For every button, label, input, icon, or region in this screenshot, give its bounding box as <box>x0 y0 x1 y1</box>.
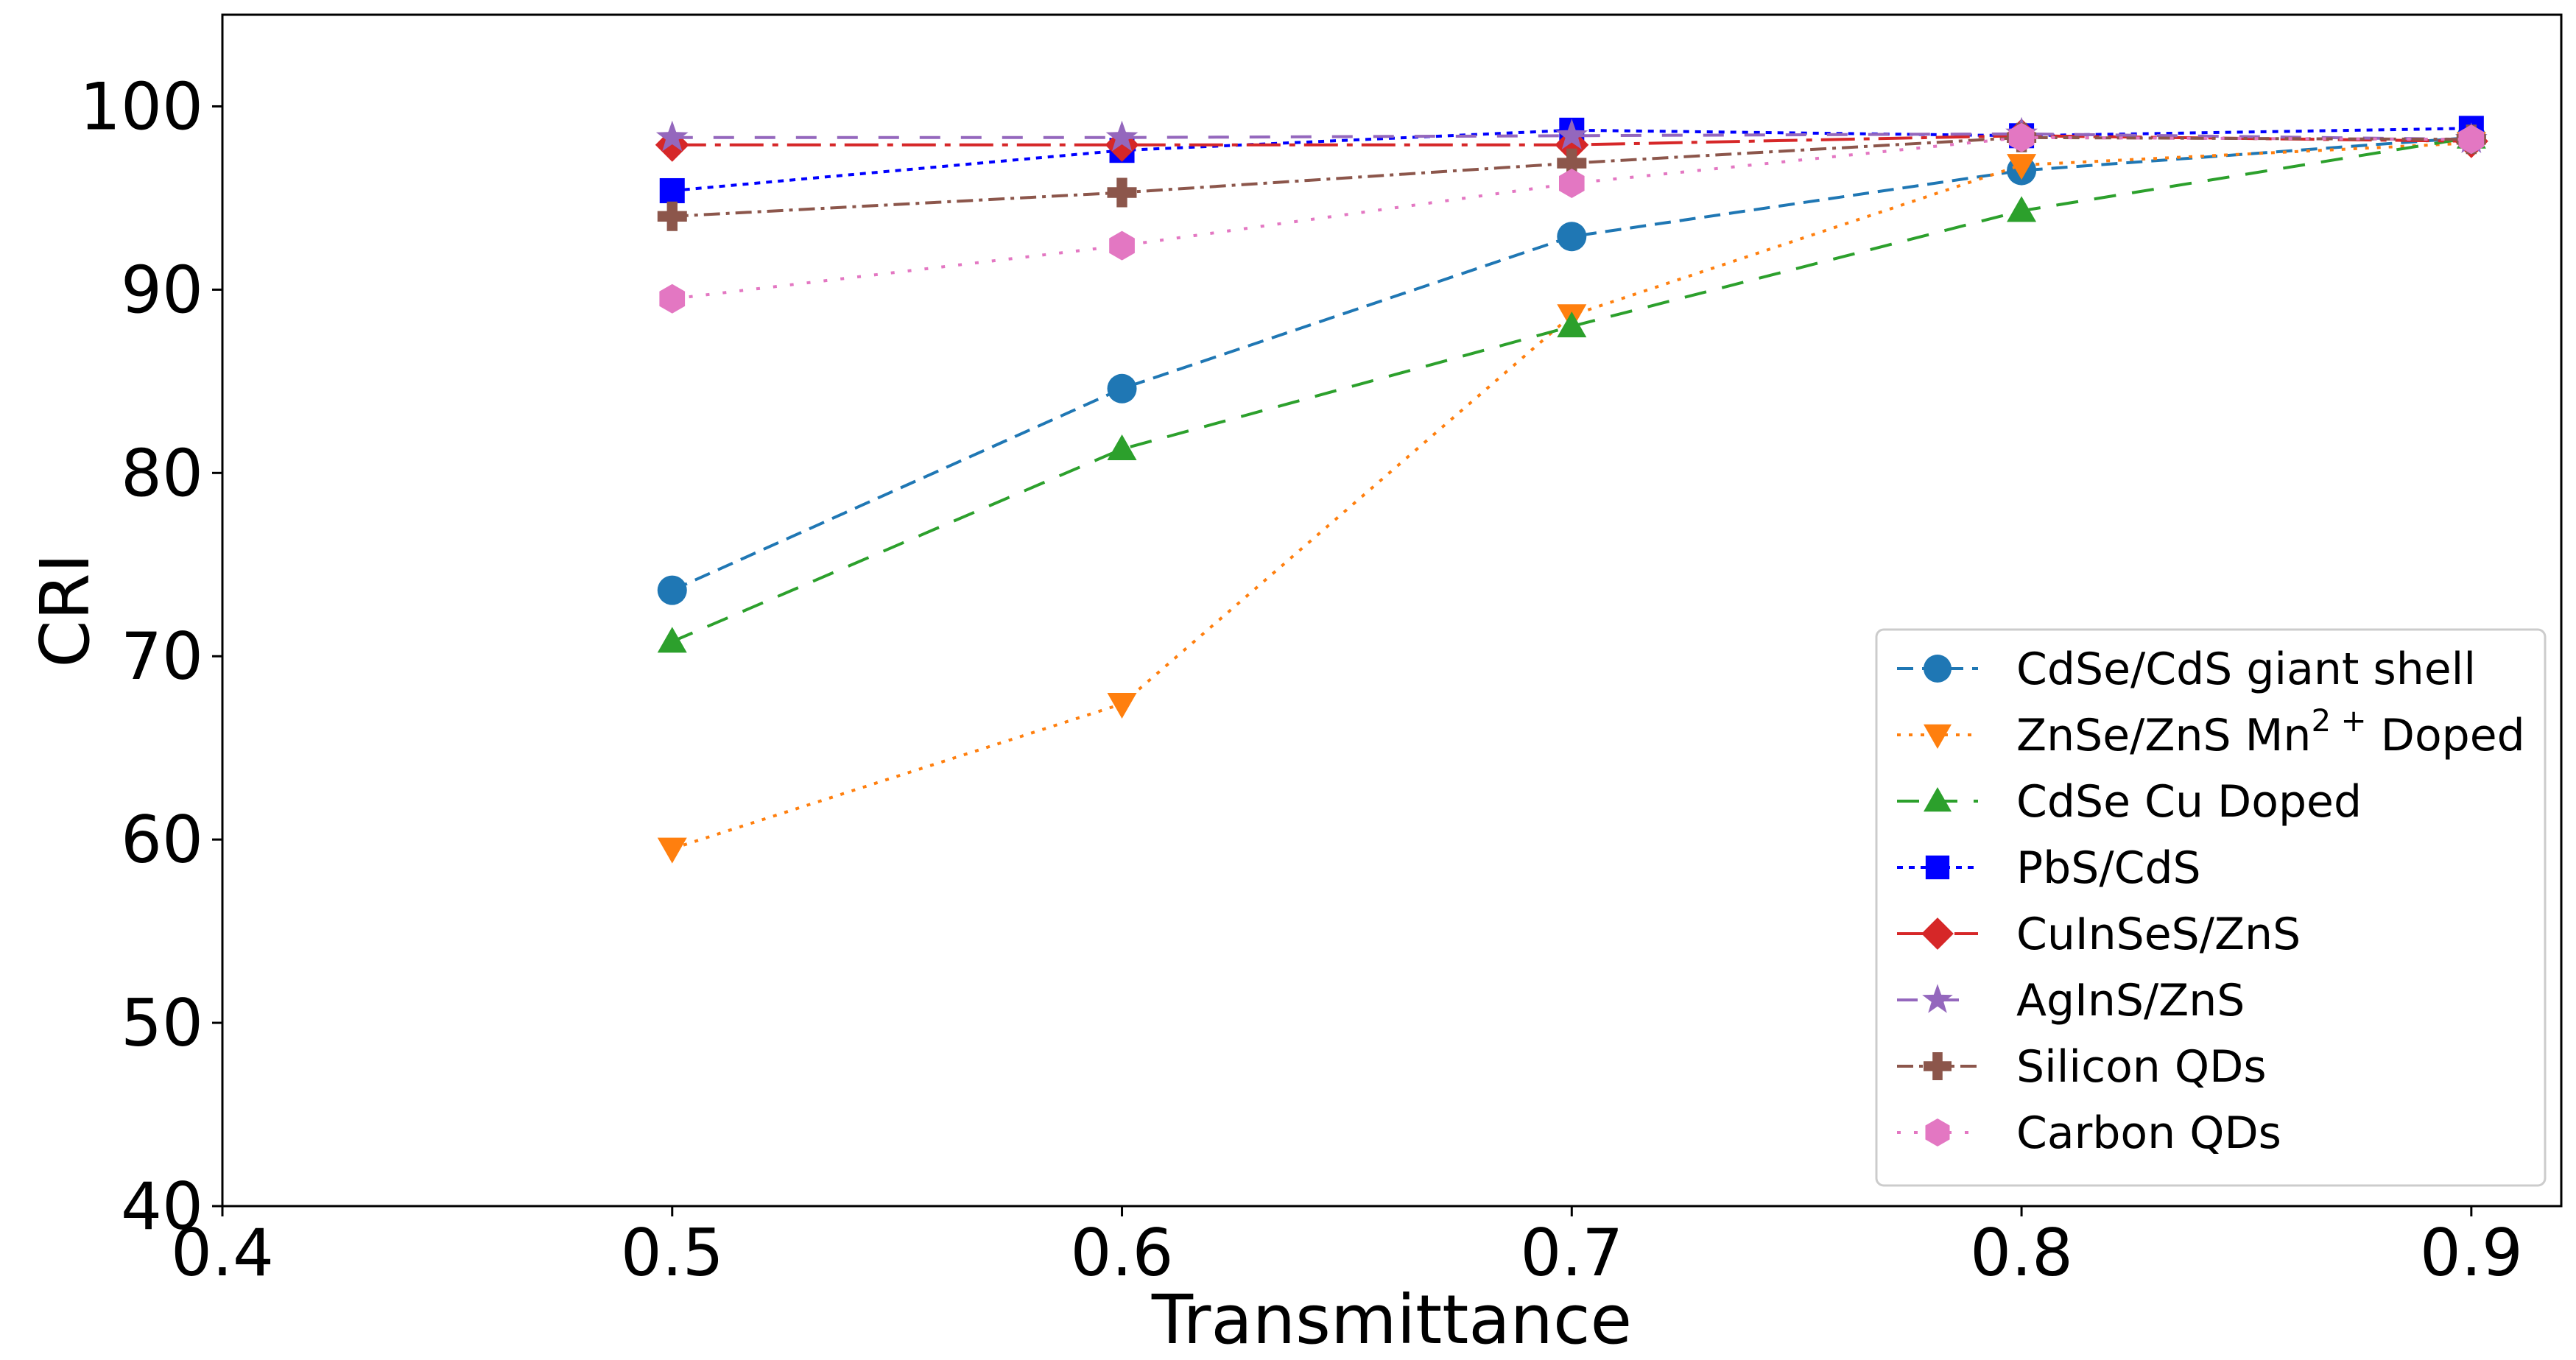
legend-label: Carbon QDs <box>2016 1107 2281 1159</box>
data-point <box>655 120 689 152</box>
series-line <box>672 127 2471 192</box>
legend-item: Carbon QDs <box>1897 1107 2281 1159</box>
y-tick-label: 60 <box>121 802 203 878</box>
data-point <box>659 177 685 203</box>
data-point <box>1555 119 1588 149</box>
legend-label: AgInS/ZnS <box>2016 975 2245 1026</box>
series-layer <box>655 116 2488 864</box>
y-tick-label: 100 <box>80 68 203 144</box>
data-point <box>1557 311 1587 338</box>
legend-item: AgInS/ZnS <box>1897 975 2245 1026</box>
legend-label: ZnSe/ZnS Mn2 + Doped <box>2016 702 2525 761</box>
legend-item: CuInSeS/ZnS <box>1897 909 2301 960</box>
legend-item: CdSe Cu Doped <box>1897 776 2362 828</box>
legend-label: CuInSeS/ZnS <box>2016 909 2301 960</box>
x-tick-label: 0.4 <box>171 1215 274 1291</box>
legend-label: Silicon QDs <box>2016 1041 2267 1093</box>
y-tick-label: 90 <box>121 252 203 328</box>
legend-marker <box>1924 787 1952 812</box>
x-tick-label: 0.8 <box>1970 1215 2073 1291</box>
legend-marker <box>1921 917 1954 950</box>
legend-label: CdSe/CdS giant shell <box>2016 644 2476 695</box>
y-tick-label: 50 <box>121 985 203 1061</box>
legend-marker <box>1925 855 1950 880</box>
legend: CdSe/CdS giant shell ZnSe/ZnS Mn2 + Doped… <box>1875 628 2547 1187</box>
data-point <box>659 283 686 314</box>
y-axis-ticks: 40 50 60 70 80 90 100 <box>80 68 222 1244</box>
legend-marker <box>1925 1118 1950 1146</box>
x-tick-label: 0.9 <box>2420 1215 2523 1291</box>
data-point <box>1105 120 1139 152</box>
legend-marker <box>1924 724 1952 749</box>
legend-label: PbS/CdS <box>2016 842 2201 894</box>
data-point <box>1557 222 1587 252</box>
series-line <box>672 135 2471 300</box>
x-axis-ticks: 0.4 0.5 0.6 0.7 0.8 0.9 <box>171 1206 2523 1291</box>
x-axis-label: Transmittance <box>1151 1280 1632 1359</box>
legend-item: Silicon QDs <box>1897 1041 2267 1093</box>
y-axis-label: CRI <box>26 553 105 667</box>
y-tick-label: 70 <box>121 619 203 694</box>
y-tick-label: 80 <box>121 435 203 511</box>
data-point <box>2008 122 2035 152</box>
legend-item: ZnSe/ZnS Mn2 + Doped <box>1897 702 2525 761</box>
x-tick-label: 0.5 <box>621 1215 724 1291</box>
x-tick-label: 0.6 <box>1071 1215 1174 1291</box>
data-point <box>1107 692 1137 719</box>
series-line <box>672 132 2471 141</box>
data-point <box>2007 196 2037 222</box>
series-line <box>671 135 2471 592</box>
data-point <box>2458 124 2485 155</box>
data-point <box>1109 230 1135 261</box>
legend-item: CdSe/CdS giant shell <box>1897 644 2476 695</box>
legend-box <box>1875 628 2547 1187</box>
legend-marker <box>1922 984 1953 1013</box>
data-point <box>657 201 687 231</box>
legend-label: CdSe Cu Doped <box>2016 776 2362 828</box>
data-point <box>2007 154 2037 180</box>
plot-frame <box>221 13 2563 1208</box>
legend-marker <box>1924 655 1952 683</box>
series-8 <box>659 122 2485 314</box>
series-line <box>672 135 2472 644</box>
legend-item: PbS/CdS <box>1897 842 2201 894</box>
data-point <box>1107 177 1137 208</box>
data-point <box>1559 169 1585 198</box>
data-point <box>657 837 687 864</box>
data-point <box>1107 434 1137 460</box>
x-tick-label: 0.7 <box>1520 1215 1623 1291</box>
data-point <box>1557 148 1587 178</box>
y-tick-label: 40 <box>121 1169 203 1244</box>
data-point <box>657 575 687 605</box>
legend-marker <box>1924 1052 1952 1080</box>
data-point <box>1107 373 1137 404</box>
data-point <box>657 627 687 653</box>
